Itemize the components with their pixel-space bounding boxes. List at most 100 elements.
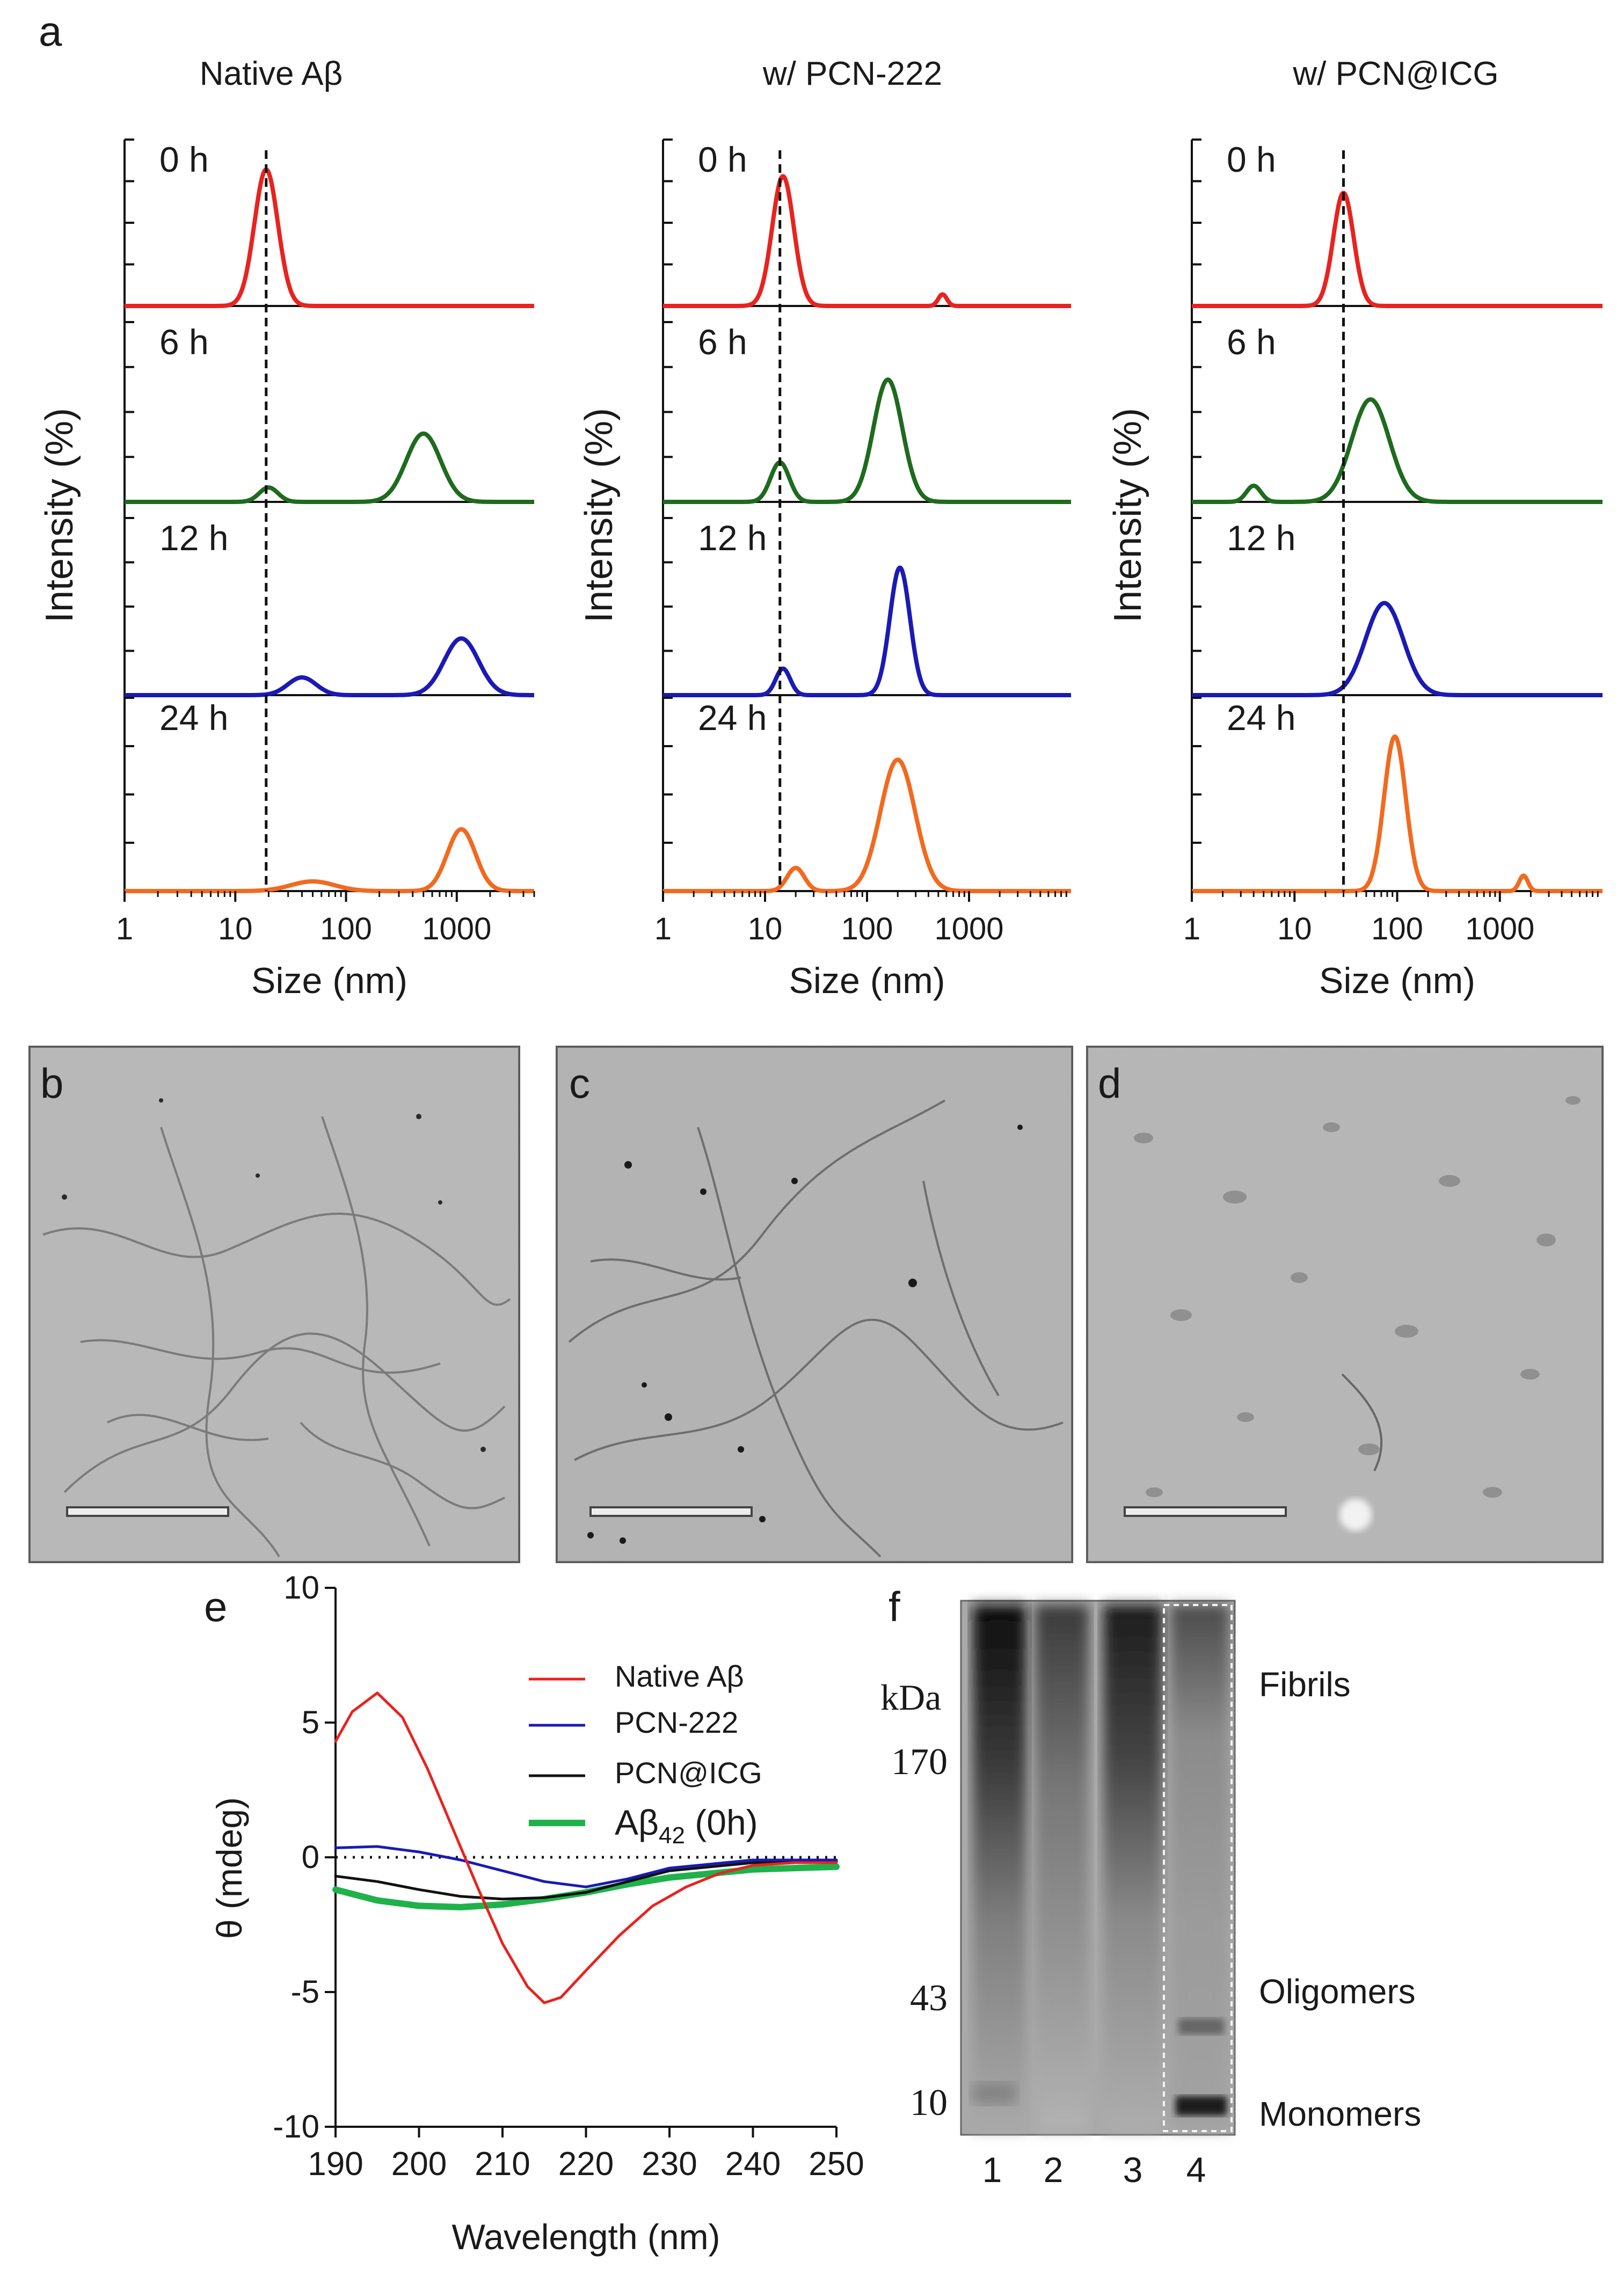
lane-label: 2 xyxy=(1044,2150,1064,2190)
panel-letter-c: c xyxy=(569,1060,590,1107)
x-axis-label: Size (nm) xyxy=(1319,960,1475,1001)
cd-series-0 xyxy=(334,1691,838,2004)
y-axis-label: Intensity (%) xyxy=(578,408,621,623)
x-tick-label: 100 xyxy=(841,911,893,946)
time-label: 0 h xyxy=(698,140,747,179)
gel-lane-3 xyxy=(1103,1605,1162,2131)
legend-label-tail: (0h) xyxy=(685,1803,758,1842)
lane-label: 1 xyxy=(982,2150,1002,2190)
time-label: 24 h xyxy=(1227,698,1295,738)
dls-panel-pcn222: w/ PCN-222 Intensity (%) 0 h 6 h 12 h 24 h 1 10… xyxy=(578,55,1073,1001)
dls-series-3 xyxy=(123,827,536,893)
time-label: 24 h xyxy=(159,698,228,738)
marker-label: 170 xyxy=(891,1741,948,1783)
gel-labels: kDa 170 43 10 Fibrils Oligomers Monomers 1 2 3 4 xyxy=(880,1665,1421,2190)
dls-series-2 xyxy=(661,565,1073,697)
dls-series-1 xyxy=(123,431,536,504)
y-axis-label: Intensity (%) xyxy=(1106,408,1149,623)
scale-bar xyxy=(1124,1506,1287,1517)
dls-series-3 xyxy=(1190,734,1604,893)
lane-label: 4 xyxy=(1186,2150,1206,2190)
x-tick-label: 240 xyxy=(725,2146,781,2183)
time-label: 24 h xyxy=(698,698,767,738)
tem-image-d: d xyxy=(1086,1046,1604,1563)
x-tick-label: 1000 xyxy=(1465,911,1534,946)
y-axis-label: Intensity (%) xyxy=(38,408,81,623)
time-label: 0 h xyxy=(1227,140,1276,179)
x-axis-label: Wavelength (nm) xyxy=(451,2217,720,2257)
legend-label: PCN-222 xyxy=(615,1705,738,1739)
x-tick-label: 10 xyxy=(218,911,253,946)
x-tick-label: 210 xyxy=(475,2146,530,2183)
time-label: 6 h xyxy=(159,322,209,362)
dls-series-1 xyxy=(1190,397,1604,504)
band-label: Oligomers xyxy=(1259,1972,1416,2011)
x-tick-label: 220 xyxy=(558,2146,614,2183)
x-tick-label: 230 xyxy=(642,2146,697,2183)
time-label: 12 h xyxy=(1227,518,1295,558)
panel-letter-a: a xyxy=(39,8,62,55)
time-label: 12 h xyxy=(698,518,767,558)
lane4-dashed-box xyxy=(1163,1604,1233,2132)
legend-label-main: Aβ xyxy=(615,1803,659,1842)
dls-series-2 xyxy=(1190,601,1604,697)
dls-panel-pcnicg: w/ PCN@ICG Intensity (%) 0 h 6 h 12 h 24 h 1 10… xyxy=(1106,55,1604,1001)
x-tick-label: 1 xyxy=(1183,911,1200,946)
tem-image-c: c xyxy=(556,1046,1073,1563)
dls-title: Native Aβ xyxy=(200,55,343,92)
gel-lane-4 xyxy=(1170,1605,1229,2131)
x-tick-label: 250 xyxy=(809,2146,864,2183)
dls-series-0 xyxy=(1190,191,1604,308)
legend-label-sub: 42 xyxy=(659,1822,685,1849)
y-tick-label: 10 xyxy=(283,1570,319,1606)
panel-letter-e: e xyxy=(204,1583,227,1630)
dls-series-0 xyxy=(123,167,536,308)
legend-label: PCN@ICG xyxy=(615,1756,762,1790)
marker-label: 43 xyxy=(910,1978,948,2019)
time-label: 6 h xyxy=(698,322,747,362)
tem-image-b: b xyxy=(28,1046,520,1563)
x-tick-label: 1 xyxy=(116,911,133,946)
time-label: 6 h xyxy=(1227,322,1276,362)
y-tick-label: -5 xyxy=(291,1974,319,2010)
x-tick-label: 100 xyxy=(1371,911,1423,946)
band-label: Fibrils xyxy=(1259,1665,1351,1704)
dls-title: w/ PCN-222 xyxy=(762,55,942,92)
x-tick-label: 1000 xyxy=(422,911,491,946)
marker-label: 10 xyxy=(910,2082,948,2124)
x-tick-label: 190 xyxy=(308,2146,363,2183)
y-axis-label: θ (mdeg) xyxy=(209,1797,249,1939)
dls-series-2 xyxy=(123,636,536,697)
scale-bar xyxy=(589,1506,753,1517)
lane-label: 3 xyxy=(1123,2150,1143,2190)
dls-series-3 xyxy=(661,757,1073,893)
gel-lane-1 xyxy=(973,1605,1026,2131)
x-tick-label: 10 xyxy=(1277,911,1312,946)
cd-series-2 xyxy=(334,1860,838,1901)
x-tick-label: 100 xyxy=(320,911,372,946)
cd-series-1 xyxy=(334,1845,838,1888)
x-axis-label: Size (nm) xyxy=(251,960,407,1001)
legend-label: Native Aβ xyxy=(615,1659,744,1693)
panel-letter-d: d xyxy=(1098,1060,1121,1107)
dls-series-0 xyxy=(661,174,1073,308)
x-tick-label: 1 xyxy=(654,911,672,946)
y-tick-label: 0 xyxy=(302,1839,319,1875)
gel-lane-2 xyxy=(1035,1605,1089,2131)
band-label: Monomers xyxy=(1259,2095,1421,2133)
x-axis-label: Size (nm) xyxy=(789,960,945,1001)
monomer-band xyxy=(1176,2096,1227,2115)
panel-letter-b: b xyxy=(40,1060,63,1107)
scale-bar xyxy=(66,1506,229,1517)
kda-label: kDa xyxy=(880,1677,941,1718)
x-tick-label: 10 xyxy=(748,911,783,946)
panel-letter-f: f xyxy=(889,1583,900,1630)
dls-panel-native: Native Aβ Intensity (%) 0 h 6 h 12 h 24 h 1 10 1… xyxy=(38,55,536,1001)
time-label: 0 h xyxy=(159,140,209,179)
y-tick-label: -10 xyxy=(273,2109,319,2144)
time-label: 12 h xyxy=(159,518,228,558)
legend-label: Aβ42 (0h) xyxy=(615,1803,758,1849)
dls-title: w/ PCN@ICG xyxy=(1292,55,1498,92)
